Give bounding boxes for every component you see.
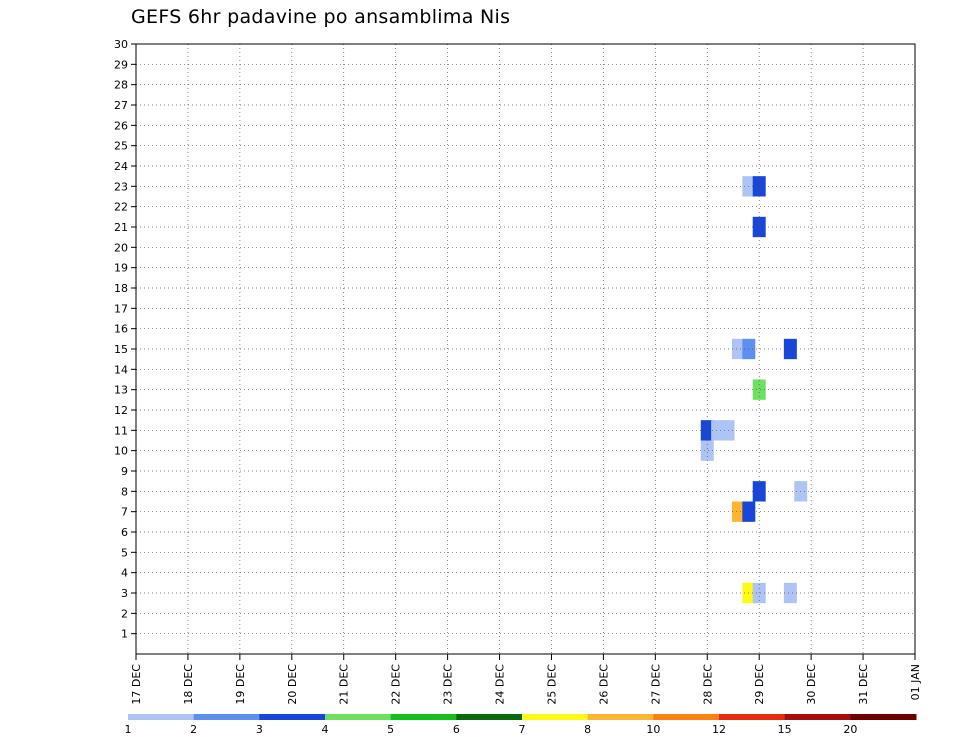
x-tick-label: 28 DEC [701, 664, 714, 705]
x-tick-label: 21 DEC [338, 664, 351, 705]
y-tick-label: 26 [114, 119, 128, 132]
legend-swatch [259, 714, 326, 720]
heatmap-cell [731, 501, 745, 522]
legend-swatch [719, 714, 786, 720]
legend-label: 7 [519, 723, 526, 736]
legend-label: 1 [125, 723, 132, 736]
legend-label: 12 [712, 723, 726, 736]
legend-label: 4 [322, 723, 329, 736]
y-tick-label: 10 [114, 445, 128, 458]
x-tick-label: 22 DEC [390, 664, 403, 705]
x-tick-label: 01 JAN [909, 664, 922, 700]
y-tick-label: 13 [114, 384, 128, 397]
heatmap-cell [783, 338, 797, 360]
y-tick-label: 20 [114, 241, 128, 254]
y-tick-label: 12 [114, 404, 128, 417]
y-tick-label: 14 [114, 363, 128, 376]
y-tick-label: 3 [121, 587, 128, 600]
y-tick-label: 23 [114, 180, 128, 193]
heatmap-cell [700, 420, 714, 441]
heatmap-cell [700, 440, 714, 461]
legend-swatch [390, 714, 457, 720]
x-tick-label: 19 DEC [234, 664, 247, 705]
heatmap-cell [711, 420, 725, 441]
y-tick-label: 27 [114, 99, 128, 112]
x-tick-label: 24 DEC [494, 664, 507, 705]
legend-label: 10 [646, 723, 660, 736]
x-tick-label: 26 DEC [597, 664, 610, 705]
y-tick-label: 18 [114, 282, 128, 295]
legend-swatch [325, 714, 392, 720]
y-tick-label: 30 [114, 38, 128, 51]
y-tick-label: 7 [121, 506, 128, 519]
heatmap-cell [752, 481, 766, 502]
y-tick-label: 21 [114, 221, 128, 234]
y-tick-label: 17 [114, 302, 128, 315]
x-tick-label: 31 DEC [857, 664, 870, 705]
legend-swatch [784, 714, 851, 720]
grid-lines [136, 44, 915, 654]
y-tick-label: 22 [114, 201, 128, 214]
legend-swatch [653, 714, 720, 720]
y-axis: 1234567891011121314151617181920212223242… [114, 38, 136, 641]
y-tick-label: 11 [114, 424, 128, 437]
legend-swatch [456, 714, 523, 720]
legend-label: 5 [387, 723, 394, 736]
heatmap-cell [752, 176, 766, 197]
heatmap-cell [731, 338, 745, 360]
x-tick-label: 23 DEC [442, 664, 455, 705]
color-legend: 1 2 3 4 5 6 7 8 10 12 15 20 [125, 714, 917, 736]
legend-label: 15 [778, 723, 792, 736]
legend-label: 20 [843, 723, 857, 736]
legend-swatch [193, 714, 260, 720]
heatmap-cell [752, 379, 766, 400]
y-tick-label: 25 [114, 140, 128, 153]
x-axis: 17 DEC 18 DEC 19 DEC 20 DEC 21 DEC 22 DEC 23 D… [130, 654, 922, 705]
x-tick-label: 20 DEC [286, 664, 299, 705]
x-tick-label: 25 DEC [545, 664, 558, 705]
x-tick-label: 29 DEC [753, 664, 766, 705]
legend-label: 3 [256, 723, 263, 736]
chart-title: GEFS 6hr padavine po ansamblima Nis [131, 6, 511, 28]
heatmap-cell [783, 582, 797, 604]
y-tick-label: 1 [121, 628, 128, 641]
legend-swatch [587, 714, 654, 720]
legend-swatch [128, 714, 195, 720]
y-tick-label: 2 [121, 607, 128, 620]
x-tick-label: 18 DEC [182, 664, 195, 705]
y-tick-label: 9 [121, 465, 128, 478]
y-tick-label: 4 [121, 567, 128, 580]
legend-swatch [850, 714, 917, 720]
y-tick-label: 29 [114, 58, 128, 71]
legend-swatch [522, 714, 589, 720]
heatmap-cells [700, 176, 808, 604]
y-tick-label: 19 [114, 262, 128, 275]
x-tick-label: 27 DEC [649, 664, 662, 705]
heatmap-cell [752, 216, 766, 238]
y-tick-label: 15 [114, 343, 128, 356]
x-tick-label: 17 DEC [130, 664, 143, 705]
y-tick-label: 6 [121, 526, 128, 539]
legend-label: 6 [453, 723, 460, 736]
y-tick-label: 16 [114, 323, 128, 336]
x-tick-label: 30 DEC [805, 664, 818, 705]
y-tick-label: 5 [121, 546, 128, 559]
legend-label: 8 [584, 723, 591, 736]
legend-label: 2 [190, 723, 197, 736]
y-tick-label: 8 [121, 485, 128, 498]
y-tick-label: 24 [114, 160, 128, 173]
y-tick-label: 28 [114, 79, 128, 92]
